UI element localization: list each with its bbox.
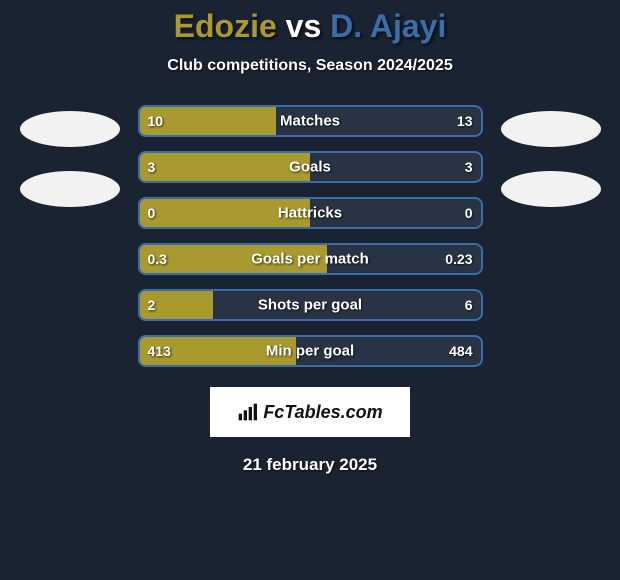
comparison-card: Edozie vs D. Ajayi Club competitions, Se… (0, 0, 620, 475)
stat-label: Matches (280, 113, 340, 130)
avatar-stack-right (501, 105, 601, 207)
brand-badge: FcTables.com (210, 387, 410, 437)
stat-value-left: 0.3 (148, 251, 167, 267)
stat-value-left: 2 (148, 297, 156, 313)
stat-value-left: 3 (148, 159, 156, 175)
stat-row: 10 13 Matches (138, 105, 483, 137)
stat-row: 3 3 Goals (138, 151, 483, 183)
stat-value-right: 484 (449, 343, 472, 359)
stat-value-right: 13 (457, 113, 473, 129)
avatar-right-2 (501, 171, 601, 207)
bar-chart-icon (237, 402, 257, 422)
avatar-left-1 (20, 111, 120, 147)
stat-value-right: 3 (465, 159, 473, 175)
stat-label: Goals per match (251, 251, 369, 268)
stat-value-left: 0 (148, 205, 156, 221)
title-vs: vs (286, 8, 322, 44)
stat-value-right: 6 (465, 297, 473, 313)
stat-row: 0.3 0.23 Goals per match (138, 243, 483, 275)
avatar-stack-left (20, 105, 120, 207)
stat-row: 2 6 Shots per goal (138, 289, 483, 321)
stat-row: 413 484 Min per goal (138, 335, 483, 367)
compare-wrapper: 10 13 Matches 3 3 Goals 0 0 Hattricks 0.3 0.23 Goal… (0, 105, 620, 367)
stat-label: Shots per goal (258, 297, 362, 314)
stat-row: 0 0 Hattricks (138, 197, 483, 229)
stat-label: Hattricks (278, 205, 342, 222)
stat-fill (138, 151, 311, 183)
title-player2: D. Ajayi (330, 8, 446, 44)
stat-value-right: 0 (465, 205, 473, 221)
avatar-left-2 (20, 171, 120, 207)
footer-date: 21 february 2025 (243, 455, 377, 475)
subtitle: Club competitions, Season 2024/2025 (167, 57, 452, 75)
avatar-right-1 (501, 111, 601, 147)
page-title: Edozie vs D. Ajayi (174, 8, 447, 45)
stat-value-left: 413 (148, 343, 171, 359)
title-player1: Edozie (174, 8, 277, 44)
stat-label: Goals (289, 159, 331, 176)
stat-label: Min per goal (266, 343, 354, 360)
brand-text: FcTables.com (263, 402, 382, 423)
stat-bars: 10 13 Matches 3 3 Goals 0 0 Hattricks 0.3 0.23 Goal… (138, 105, 483, 367)
stat-value-left: 10 (148, 113, 164, 129)
stat-value-right: 0.23 (445, 251, 472, 267)
